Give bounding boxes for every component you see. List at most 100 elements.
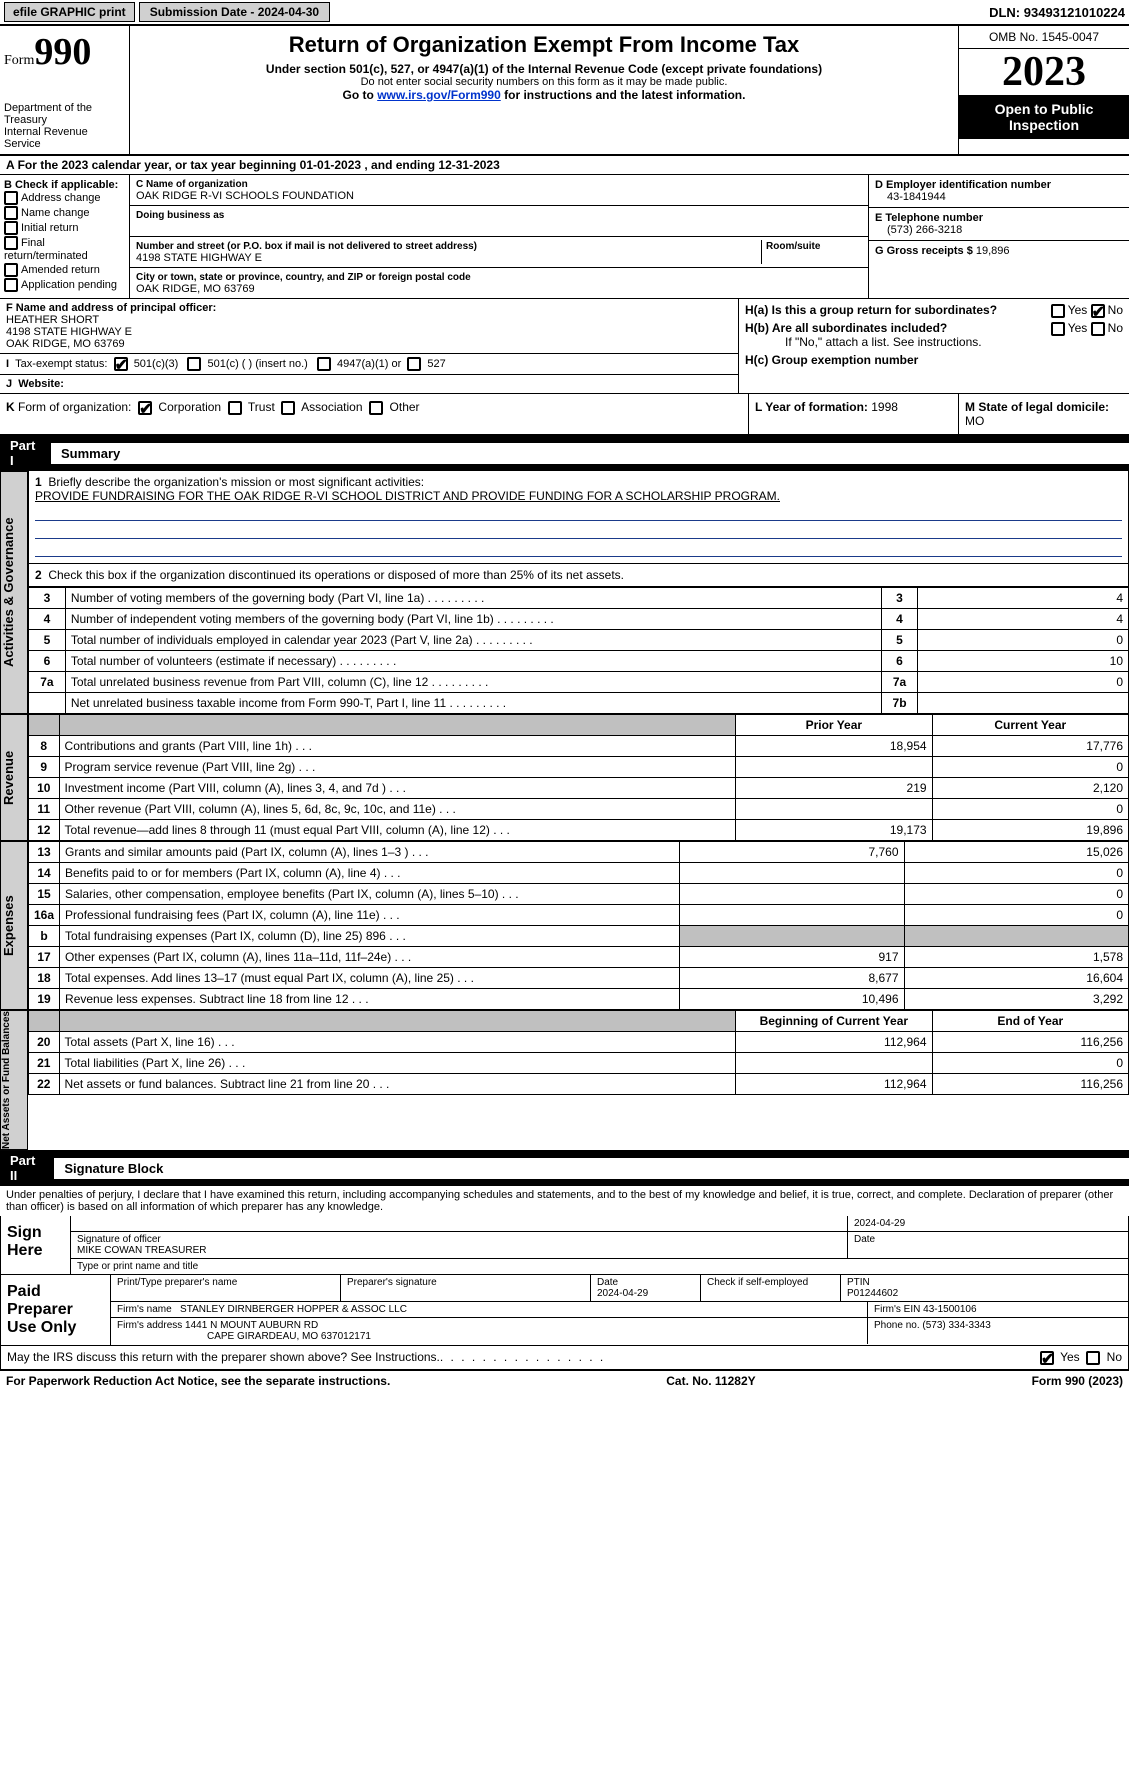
chk-amended-return[interactable]: Amended return [4, 263, 125, 277]
row-lineno: 18 [29, 968, 60, 989]
block-f-h: F Name and address of principal officer:… [0, 299, 1129, 394]
part-ii-title: Signature Block [54, 1158, 1129, 1179]
gov-lineno: 3 [29, 588, 66, 609]
chk-other[interactable] [369, 401, 383, 415]
chk-address-change[interactable]: Address change [4, 191, 125, 205]
prior-value [736, 799, 932, 820]
table-expenses: 13 Grants and similar amounts paid (Part… [28, 841, 1129, 1010]
may-irs-text: May the IRS discuss this return with the… [7, 1350, 440, 1365]
opt-4947: 4947(a)(1) or [337, 358, 401, 370]
prior-value [680, 863, 904, 884]
j-label: Website: [18, 378, 64, 390]
officer-date: 2024-04-29 [848, 1216, 1128, 1231]
row-lineno: b [29, 926, 60, 947]
ha-yes[interactable] [1051, 304, 1065, 318]
header-sub3: Go to www.irs.gov/Form990 for instructio… [138, 88, 950, 102]
chk-name-change[interactable]: Name change [4, 206, 125, 220]
row-lineno: 17 [29, 947, 60, 968]
chk-4947[interactable] [317, 357, 331, 371]
self-employed-check[interactable]: Check if self-employed [701, 1275, 841, 1301]
q1-mission: 1 Briefly describe the organization's mi… [28, 471, 1129, 564]
chk-501c3[interactable] [114, 357, 128, 371]
row-label: Benefits paid to or for members (Part IX… [60, 863, 680, 884]
chk-527[interactable] [407, 357, 421, 371]
row-label: Net assets or fund balances. Subtract li… [59, 1074, 736, 1095]
chk-application-pending[interactable]: Application pending [4, 278, 125, 292]
curr-value: 116,256 [932, 1032, 1128, 1053]
ha-label: H(a) Is this a group return for subordin… [745, 303, 997, 317]
chk-association[interactable] [281, 401, 295, 415]
may-irs-yes[interactable] [1040, 1351, 1054, 1365]
firm-name-value: STANLEY DIRNBERGER HOPPER & ASSOC LLC [180, 1304, 407, 1315]
prep-name-label: Print/Type preparer's name [111, 1275, 341, 1301]
gov-lineno: 7a [29, 672, 66, 693]
efile-print-button[interactable]: efile GRAPHIC print [4, 2, 135, 22]
curr-value: 3,292 [904, 989, 1128, 1010]
form-word: Form [4, 53, 34, 68]
chk-final-return[interactable]: Final return/terminated [4, 236, 125, 262]
firm-phone-value: (573) 334-3343 [922, 1320, 990, 1331]
footer-left: For Paperwork Reduction Act Notice, see … [6, 1374, 390, 1388]
omb-number: OMB No. 1545-0047 [959, 26, 1129, 49]
f-label: F Name and address of principal officer: [6, 302, 216, 314]
gov-box: 5 [881, 630, 918, 651]
opt-assoc: Association [301, 400, 362, 414]
row-lineno: 8 [29, 736, 60, 757]
summary-expenses: Expenses 13 Grants and similar amounts p… [0, 841, 1129, 1010]
irs-link[interactable]: www.irs.gov/Form990 [377, 88, 501, 102]
prep-date-value: 2024-04-29 [597, 1288, 648, 1299]
prior-value: 112,964 [736, 1074, 932, 1095]
phone-value: (573) 266-3218 [875, 224, 962, 236]
col-curr-header: Current Year [932, 715, 1128, 736]
may-irs-no[interactable] [1086, 1351, 1100, 1365]
form-number: 990 [34, 31, 91, 73]
officer-name: HEATHER SHORT [6, 314, 99, 326]
col-deg: D Employer identification number43-18419… [869, 175, 1129, 298]
sig-officer-value: MIKE COWAN TREASURER [77, 1245, 206, 1256]
i-label: Tax-exempt status: [15, 358, 107, 370]
opt-other: Other [390, 400, 420, 414]
chk-initial-return[interactable]: Initial return [4, 221, 125, 235]
sig-officer-label: Signature of officer [77, 1234, 161, 1245]
row-label: Total revenue—add lines 8 through 11 (mu… [59, 820, 736, 841]
chk-corporation[interactable] [138, 401, 152, 415]
gov-label: Total number of volunteers (estimate if … [65, 651, 881, 672]
firm-name-label: Firm's name [117, 1304, 174, 1315]
ein-value: 43-1841944 [875, 191, 946, 203]
line-a-taxyear: A For the 2023 calendar year, or tax yea… [0, 156, 1129, 175]
prep-date-label: Date [597, 1277, 618, 1288]
row-lineno: 20 [29, 1032, 60, 1053]
curr-value: 0 [904, 884, 1128, 905]
officer-addr2: OAK RIDGE, MO 63769 [6, 338, 125, 350]
ha-no[interactable] [1091, 304, 1105, 318]
signature-block: Sign Here 2024-04-29 Signature of office… [0, 1216, 1129, 1370]
dln-value: 93493121010224 [1024, 5, 1125, 20]
dba-label: Doing business as [136, 210, 224, 221]
prior-value: 19,173 [736, 820, 932, 841]
summary-governance: Activities & Governance 1 Briefly descri… [0, 471, 1129, 714]
prior-value [736, 757, 932, 778]
type-name-label: Type or print name and title [71, 1259, 1128, 1274]
firm-phone-label: Phone no. [874, 1320, 922, 1331]
opt-trust: Trust [248, 400, 275, 414]
row-lineno: 21 [29, 1053, 60, 1074]
curr-value: 17,776 [932, 736, 1128, 757]
dln-label: DLN: [989, 5, 1024, 20]
row-label: Total liabilities (Part X, line 26) [59, 1053, 736, 1074]
summary-revenue: Revenue Prior Year Current Year8 Contrib… [0, 714, 1129, 841]
row-lineno: 9 [29, 757, 60, 778]
ptin-label: PTIN [847, 1277, 870, 1288]
phone-label: E Telephone number [875, 212, 983, 224]
goto-pre: Go to [343, 88, 378, 102]
hb-no[interactable] [1091, 322, 1105, 336]
gov-value: 0 [918, 672, 1129, 693]
paid-preparer-label: Paid Preparer Use Only [1, 1275, 111, 1345]
hb-yes[interactable] [1051, 322, 1065, 336]
hc-label: H(c) Group exemption number [745, 353, 918, 367]
row-label: Revenue less expenses. Subtract line 18 … [60, 989, 680, 1010]
row-lineno: 19 [29, 989, 60, 1010]
chk-501c[interactable] [187, 357, 201, 371]
prior-value [680, 884, 904, 905]
opt-501c: 501(c) ( ) (insert no.) [208, 358, 308, 370]
chk-trust[interactable] [228, 401, 242, 415]
